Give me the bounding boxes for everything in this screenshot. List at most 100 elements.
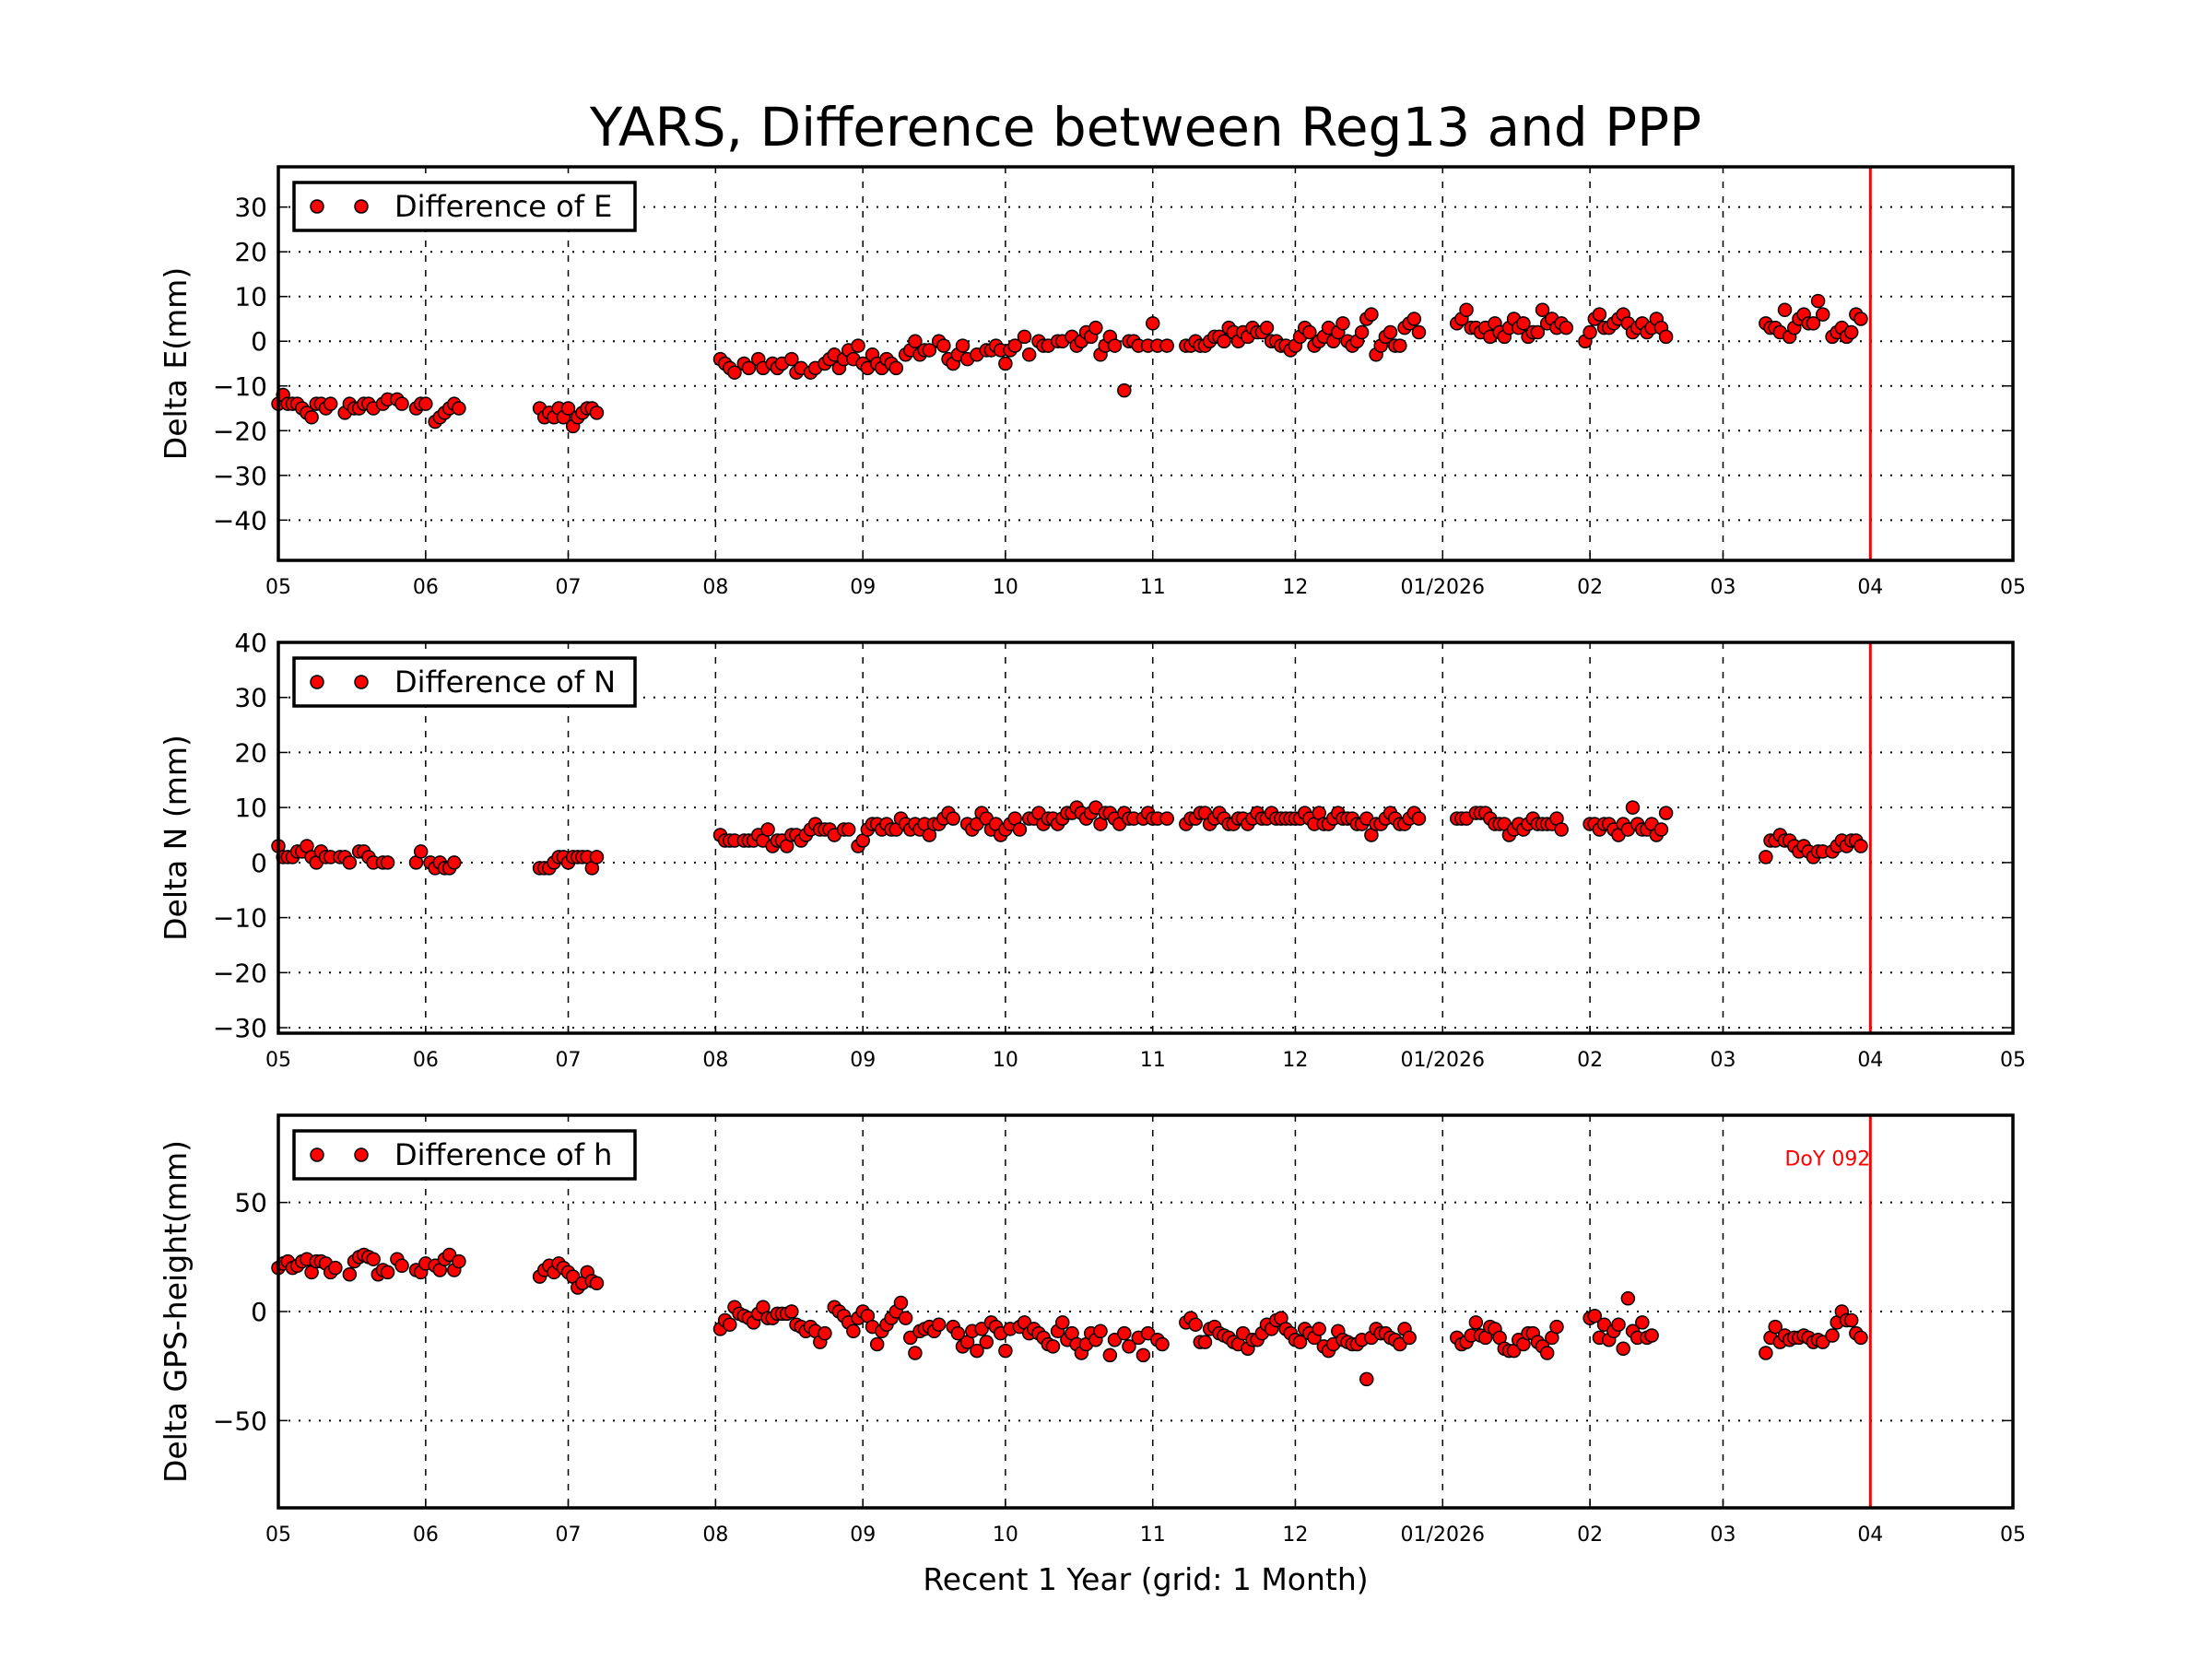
data-point bbox=[908, 1346, 923, 1360]
data-point bbox=[1530, 324, 1546, 340]
data-point bbox=[1843, 1312, 1859, 1328]
data-point bbox=[1107, 338, 1123, 353]
data-point bbox=[741, 360, 757, 376]
data-point bbox=[452, 401, 466, 416]
y-tick-label: 0 bbox=[251, 326, 267, 357]
data-point bbox=[1625, 800, 1641, 815]
data-point bbox=[1810, 293, 1826, 309]
chart-title: YARS, Difference between Reg13 and PPP bbox=[589, 96, 1701, 159]
data-point bbox=[1777, 302, 1793, 318]
data-point bbox=[936, 338, 951, 353]
x-tick-label: 03 bbox=[1710, 1049, 1735, 1072]
x-tick-label: 10 bbox=[993, 576, 1018, 599]
data-point bbox=[366, 1252, 381, 1266]
data-point bbox=[1155, 1336, 1170, 1352]
data-point bbox=[1159, 811, 1174, 826]
data-point bbox=[1093, 1324, 1108, 1339]
data-point bbox=[931, 1317, 947, 1332]
x-tick-label: 04 bbox=[1857, 576, 1883, 599]
data-point bbox=[1402, 1330, 1417, 1346]
x-tick-label: 05 bbox=[2000, 1524, 2026, 1547]
data-point bbox=[1045, 1339, 1061, 1354]
data-point bbox=[1853, 1330, 1868, 1346]
data-point bbox=[1188, 1317, 1203, 1332]
data-point bbox=[380, 1265, 395, 1280]
data-point bbox=[1411, 811, 1427, 826]
data-point bbox=[323, 396, 338, 411]
x-tick-label: 01/2026 bbox=[1401, 576, 1485, 599]
data-point bbox=[1393, 338, 1407, 353]
data-point bbox=[1359, 1371, 1374, 1387]
data-point bbox=[851, 338, 865, 353]
x-tick-label: 02 bbox=[1577, 1049, 1603, 1072]
x-tick-label: 08 bbox=[702, 1049, 728, 1072]
data-point bbox=[1364, 307, 1379, 322]
y-tick-label: −40 bbox=[213, 505, 267, 535]
data-point bbox=[1302, 324, 1317, 340]
data-point bbox=[418, 396, 433, 411]
x-tick-label: 11 bbox=[1140, 1049, 1166, 1072]
legend-label: Difference of E bbox=[394, 189, 612, 224]
x-tick-label: 07 bbox=[556, 576, 582, 599]
data-point bbox=[342, 1267, 358, 1282]
data-point bbox=[1549, 1319, 1564, 1335]
data-point bbox=[589, 406, 605, 420]
y-tick-label: −10 bbox=[213, 371, 267, 402]
data-point bbox=[1759, 850, 1773, 865]
x-tick-label: 02 bbox=[1577, 1524, 1603, 1547]
data-point bbox=[1088, 320, 1103, 335]
data-point bbox=[1021, 347, 1037, 362]
data-point bbox=[998, 1343, 1013, 1359]
data-point bbox=[922, 343, 937, 358]
x-tick-label: 08 bbox=[702, 1524, 728, 1547]
y-tick-label: 0 bbox=[251, 848, 267, 878]
data-point bbox=[1468, 1315, 1484, 1330]
data-point bbox=[1806, 316, 1821, 331]
data-point bbox=[1197, 1335, 1213, 1349]
data-point bbox=[908, 334, 923, 348]
x-tick-label: 03 bbox=[1710, 576, 1735, 599]
data-point bbox=[1335, 316, 1350, 331]
data-point bbox=[1406, 312, 1422, 326]
data-point bbox=[1658, 329, 1674, 345]
legend: Difference of E bbox=[292, 181, 637, 232]
y-axis-label: Delta N (mm) bbox=[158, 735, 194, 941]
data-point bbox=[1312, 1322, 1326, 1336]
x-tick-label: 05 bbox=[265, 1524, 291, 1547]
data-point bbox=[1516, 316, 1531, 331]
x-tick-label: 06 bbox=[413, 1524, 439, 1547]
data-point bbox=[898, 1311, 913, 1325]
legend-marker bbox=[354, 1147, 369, 1162]
data-point bbox=[304, 409, 319, 425]
x-tick-label: 01/2026 bbox=[1401, 1049, 1485, 1072]
data-point bbox=[1055, 1315, 1070, 1330]
data-point bbox=[1653, 822, 1669, 837]
data-point bbox=[1259, 320, 1275, 335]
data-point bbox=[1535, 302, 1550, 318]
panel-3: 05 06 07 08 09 10 11 12 01/2026 02 03 04 05 −50 0 50 Del… bbox=[158, 1113, 2026, 1547]
data-point bbox=[1853, 312, 1868, 326]
data-point bbox=[1012, 822, 1028, 837]
legend-box bbox=[292, 1129, 637, 1181]
x-tick-label: 05 bbox=[265, 576, 291, 599]
data-point bbox=[1145, 316, 1160, 331]
data-point bbox=[1587, 1308, 1603, 1324]
legend-marker bbox=[310, 675, 324, 689]
legend-marker bbox=[354, 675, 369, 689]
x-tick-label: 12 bbox=[1282, 1524, 1308, 1547]
x-tick-label: 10 bbox=[993, 1049, 1018, 1072]
data-point bbox=[1117, 1325, 1132, 1341]
data-point bbox=[1644, 1328, 1659, 1343]
x-tick-label: 04 bbox=[1857, 1049, 1883, 1072]
data-point bbox=[447, 855, 462, 870]
y-tick-label: 0 bbox=[251, 1297, 267, 1327]
data-point bbox=[1217, 334, 1231, 348]
y-tick-label: −30 bbox=[213, 461, 267, 491]
data-point bbox=[1843, 324, 1859, 340]
y-tick-label: 20 bbox=[234, 737, 267, 768]
y-tick-label: 30 bbox=[234, 683, 267, 713]
data-point bbox=[1611, 1317, 1626, 1332]
data-point bbox=[328, 1260, 343, 1276]
data-point bbox=[955, 338, 971, 353]
